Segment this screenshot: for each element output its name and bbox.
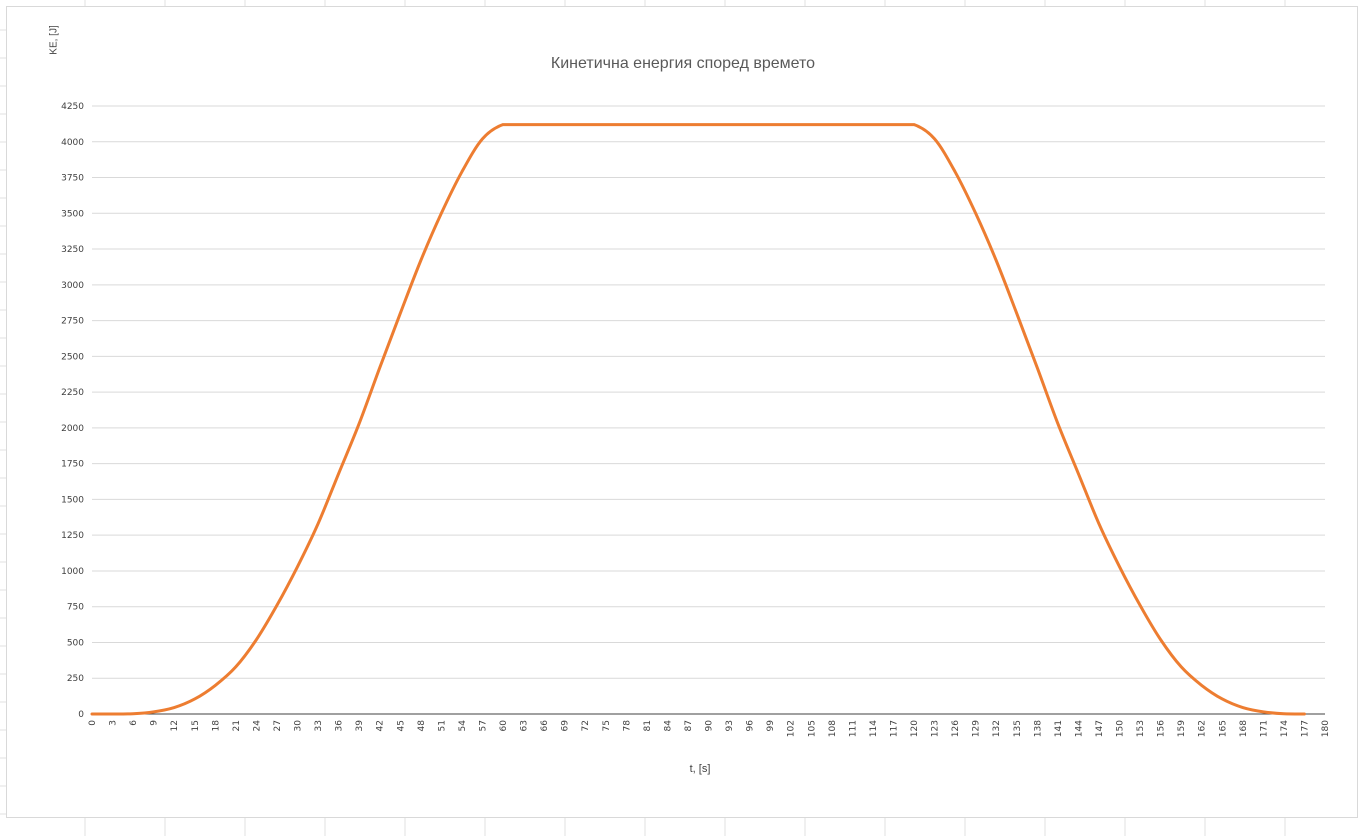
x-tick-label: 111 bbox=[848, 720, 858, 737]
x-tick-label: 6 bbox=[129, 720, 139, 726]
x-tick-label: 114 bbox=[869, 720, 879, 737]
x-tick-label: 33 bbox=[314, 720, 324, 731]
x-tick-label: 27 bbox=[273, 720, 283, 731]
x-tick-label: 123 bbox=[931, 720, 941, 737]
y-tick-label: 0 bbox=[78, 710, 84, 720]
x-tick-label: 66 bbox=[540, 720, 550, 732]
x-tick-label: 93 bbox=[725, 720, 735, 731]
x-tick-label: 120 bbox=[910, 720, 920, 737]
y-tick-labels: 0 250 500 750 1000 1250 1500 1750 2000 2250 2500 27… bbox=[61, 102, 84, 720]
y-tick-label: 1250 bbox=[61, 531, 84, 541]
y-tick-label: 2750 bbox=[61, 317, 84, 327]
x-tick-label: 84 bbox=[663, 720, 673, 732]
x-tick-label: 138 bbox=[1033, 720, 1043, 737]
y-tick-label: 3000 bbox=[61, 281, 84, 291]
y-tick-label: 3500 bbox=[61, 209, 84, 219]
x-tick-label: 87 bbox=[684, 720, 694, 731]
y-tick-label: 1500 bbox=[61, 495, 84, 505]
x-tick-label: 63 bbox=[520, 720, 530, 731]
x-tick-label: 108 bbox=[828, 720, 838, 737]
x-tick-label: 48 bbox=[417, 720, 427, 732]
x-tick-label: 126 bbox=[951, 720, 961, 737]
x-tick-label: 159 bbox=[1177, 720, 1187, 737]
series-group bbox=[90, 123, 1306, 716]
x-tick-label: 117 bbox=[889, 720, 899, 737]
x-tick-label: 3 bbox=[109, 720, 119, 726]
y-tick-label: 3250 bbox=[61, 245, 84, 255]
x-tick-label: 60 bbox=[499, 720, 509, 732]
x-tick-label: 81 bbox=[643, 720, 653, 731]
x-tick-label: 177 bbox=[1300, 720, 1310, 737]
x-tick-label: 78 bbox=[622, 720, 632, 732]
x-tick-label: 171 bbox=[1259, 720, 1269, 737]
x-tick-label: 96 bbox=[746, 720, 756, 732]
x-tick-label: 168 bbox=[1239, 720, 1249, 737]
x-tick-label: 99 bbox=[766, 720, 776, 732]
x-tick-label: 129 bbox=[972, 720, 982, 737]
x-tick-label: 144 bbox=[1074, 720, 1084, 737]
x-tick-label: 18 bbox=[211, 720, 221, 732]
x-tick-label: 15 bbox=[191, 720, 201, 731]
x-tick-label: 174 bbox=[1280, 720, 1290, 737]
x-tick-label: 24 bbox=[252, 720, 262, 732]
y-tick-label: 3750 bbox=[61, 174, 84, 184]
x-tick-label: 156 bbox=[1157, 720, 1167, 737]
x-tick-label: 162 bbox=[1198, 720, 1208, 737]
x-tick-label: 150 bbox=[1116, 720, 1126, 737]
x-tick-label: 75 bbox=[602, 720, 612, 731]
x-tick-labels: 0 3 6 9 12 15 18 21 24 27 30 33 36 39 42 45 48 51 54 57 60 63… bbox=[88, 720, 1331, 737]
x-tick-label: 102 bbox=[787, 720, 797, 737]
x-tick-label: 30 bbox=[294, 720, 304, 732]
y-tick-label: 500 bbox=[67, 638, 84, 648]
x-tick-label: 54 bbox=[458, 720, 468, 732]
x-tick-label: 51 bbox=[437, 720, 447, 731]
x-tick-label: 153 bbox=[1136, 720, 1146, 737]
y-tick-label: 4250 bbox=[61, 102, 84, 112]
x-tick-label: 72 bbox=[581, 720, 591, 731]
y-tick-label: 2500 bbox=[61, 352, 84, 362]
y-tick-label: 2000 bbox=[61, 424, 84, 434]
y-tick-label: 750 bbox=[67, 603, 84, 613]
x-tick-label: 180 bbox=[1321, 720, 1331, 737]
y-tick-label: 2250 bbox=[61, 388, 84, 398]
x-tick-label: 141 bbox=[1054, 720, 1064, 737]
x-tick-label: 0 bbox=[88, 720, 98, 726]
x-tick-label: 12 bbox=[170, 720, 180, 731]
x-tick-label: 69 bbox=[561, 720, 571, 732]
series-line-kinetic-energy bbox=[90, 123, 1306, 716]
y-tick-label: 4000 bbox=[61, 138, 84, 148]
x-tick-label: 45 bbox=[396, 720, 406, 731]
y-tick-label: 1000 bbox=[61, 567, 84, 577]
x-tick-label: 90 bbox=[705, 720, 715, 732]
x-tick-label: 39 bbox=[355, 720, 365, 732]
x-tick-label: 42 bbox=[376, 720, 386, 731]
x-tick-label: 132 bbox=[992, 720, 1002, 737]
x-tick-label: 105 bbox=[807, 720, 817, 737]
y-tick-label: 250 bbox=[67, 674, 84, 684]
x-tick-label: 9 bbox=[150, 720, 160, 726]
x-tick-label: 135 bbox=[1013, 720, 1023, 737]
y-gridlines bbox=[92, 105, 1325, 679]
x-tick-label: 21 bbox=[232, 720, 242, 731]
x-axis-title: t, [s] bbox=[689, 763, 711, 775]
x-tick-label: 165 bbox=[1218, 720, 1228, 737]
x-tick-label: 36 bbox=[335, 720, 345, 732]
y-tick-label: 1750 bbox=[61, 460, 84, 470]
x-tick-label: 57 bbox=[478, 720, 488, 731]
x-tick-label: 147 bbox=[1095, 720, 1105, 737]
chart-title: Кинетична енергия според времето bbox=[550, 55, 816, 72]
